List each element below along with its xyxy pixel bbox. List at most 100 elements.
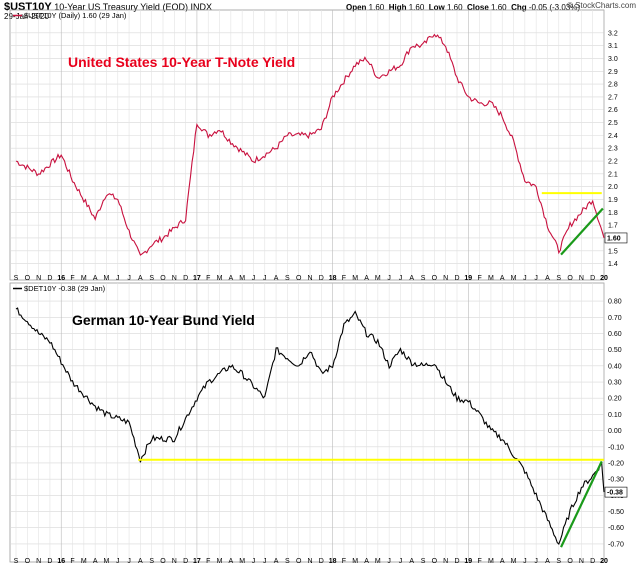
y-tick-label: -0.10 [608, 444, 624, 451]
x-tick-label: M [488, 558, 494, 565]
x-tick-label: A [138, 558, 143, 565]
last-value-box [604, 232, 628, 244]
last-value-label: 1.60 [607, 235, 621, 242]
y-tick-label: 2.5 [608, 120, 618, 127]
x-tick-label: A [364, 275, 369, 282]
x-tick-label: A [229, 558, 234, 565]
x-tick-label: S [556, 275, 561, 282]
x-tick-label: S [421, 558, 426, 565]
x-tick-label: F [342, 558, 346, 565]
x-tick-label: A [93, 558, 98, 565]
x-tick-label: A [274, 558, 279, 565]
x-tick-label: O [567, 275, 573, 282]
x-tick-label: A [274, 275, 279, 282]
x-tick-label: J [263, 558, 267, 565]
x-tick-label: S [149, 275, 154, 282]
x-tick-label: M [375, 558, 381, 565]
x-tick-label: J [263, 275, 267, 282]
x-tick-label: N [307, 275, 312, 282]
y-tick-label: -0.60 [608, 525, 624, 532]
x-tick-label: O [567, 558, 573, 565]
y-tick-label: 0.50 [608, 347, 622, 354]
symbol-description: 10-Year US Treasury Yield (EOD) [54, 2, 188, 12]
x-tick-label: A [500, 275, 505, 282]
x-tick-label: 19 [464, 275, 472, 282]
y-tick-label: 0.30 [608, 380, 622, 387]
x-tick-label: N [36, 558, 41, 565]
x-tick-label: J [252, 275, 256, 282]
x-tick-label: A [545, 558, 550, 565]
x-tick-label: D [47, 275, 52, 282]
y-tick-label: 2.4 [608, 133, 618, 140]
x-tick-label: F [70, 558, 74, 565]
y-tick-label: 0.70 [608, 315, 622, 322]
close-value: 1.60 [491, 3, 507, 12]
y-tick-label: 3.1 [608, 43, 618, 50]
x-tick-label: M [352, 275, 358, 282]
x-tick-label: M [81, 558, 87, 565]
last-value-box [604, 486, 628, 498]
x-tick-label: D [183, 275, 188, 282]
x-tick-label: A [545, 275, 550, 282]
x-tick-label: S [285, 558, 290, 565]
x-tick-label: N [172, 275, 177, 282]
x-tick-label: M [217, 275, 223, 282]
quote-summary: Open 1.60 High 1.60 Low 1.60 Close 1.60 … [345, 3, 580, 12]
chart-annotation: United States 10-Year T-Note Yield [68, 54, 295, 70]
x-tick-label: 16 [57, 558, 65, 565]
x-tick-label: J [387, 558, 391, 565]
y-tick-label: 1.8 [608, 210, 618, 217]
x-tick-label: O [296, 275, 302, 282]
x-tick-label: J [523, 558, 527, 565]
x-tick-label: J [399, 275, 403, 282]
x-tick-label: M [239, 275, 245, 282]
y-tick-label: 2.0 [608, 184, 618, 191]
y-tick-label: -0.30 [608, 477, 624, 484]
x-tick-label: 17 [193, 275, 201, 282]
x-tick-label: D [454, 558, 459, 565]
legend-entry: $DET10Y -0.38 (29 Jan) [24, 284, 106, 293]
x-tick-label: J [534, 558, 538, 565]
x-tick-label: S [149, 558, 154, 565]
x-tick-label: S [421, 275, 426, 282]
x-tick-label: N [443, 275, 448, 282]
x-tick-label: D [47, 558, 52, 565]
x-tick-label: J [534, 275, 538, 282]
y-tick-label: 0.40 [608, 363, 622, 370]
brand-logo: © StockCharts.com [566, 1, 636, 10]
x-tick-label: N [579, 558, 584, 565]
x-tick-label: O [160, 558, 166, 565]
trend-line [560, 207, 604, 256]
y-tick-label: 3.2 [608, 30, 618, 37]
x-tick-label: N [36, 275, 41, 282]
x-tick-label: M [81, 275, 87, 282]
change-value: -0.05 (-3.03%) [528, 3, 580, 12]
y-tick-label: 2.3 [608, 146, 618, 153]
x-tick-label: M [375, 275, 381, 282]
y-tick-label: -0.70 [608, 541, 624, 548]
x-tick-label: 20 [600, 275, 608, 282]
x-tick-label: M [104, 275, 110, 282]
x-tick-label: O [25, 275, 31, 282]
y-tick-label: -0.50 [608, 509, 624, 516]
x-tick-label: A [138, 275, 143, 282]
y-tick-label: 2.9 [608, 69, 618, 76]
y-tick-label: 1.4 [608, 261, 618, 268]
x-tick-label: D [454, 275, 459, 282]
x-tick-label: D [590, 558, 595, 565]
x-tick-label: A [409, 275, 414, 282]
exchange: INDX [190, 2, 212, 12]
x-tick-label: O [25, 558, 31, 565]
x-tick-label: J [127, 275, 131, 282]
low-value: 1.60 [446, 3, 463, 12]
x-tick-label: J [116, 558, 120, 565]
chart-date: 29-Jan-2020 [4, 12, 49, 21]
x-tick-label: S [14, 275, 19, 282]
x-tick-label: S [285, 275, 290, 282]
high-value: 1.60 [408, 3, 425, 12]
x-tick-label: A [93, 275, 98, 282]
y-tick-label: 1.7 [608, 223, 618, 230]
open-value: 1.60 [368, 3, 385, 12]
y-tick-label: 0.60 [608, 331, 622, 338]
y-tick-label: 1.9 [608, 197, 618, 204]
